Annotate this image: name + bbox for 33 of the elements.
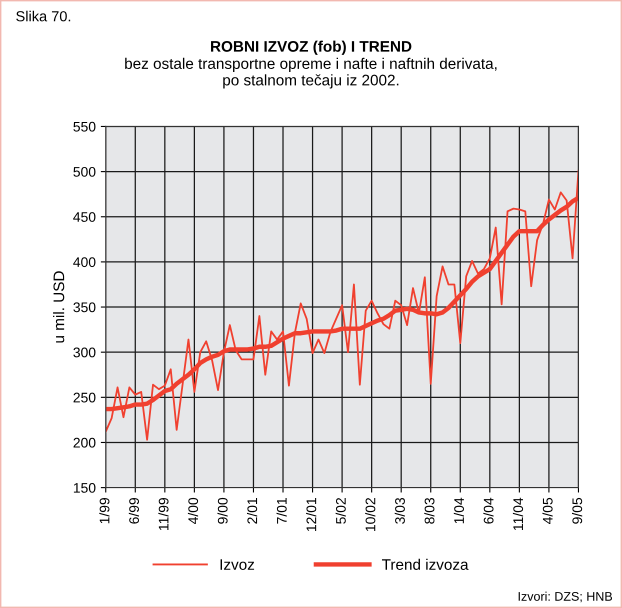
- chart-title: ROBNI IZVOZ (fob) I TREND: [211, 40, 412, 55]
- legend-label: Izvoz: [220, 559, 254, 570]
- text: Izvori: DZS; HNB: [518, 592, 612, 602]
- x-tick-label: 4/00: [188, 498, 198, 524]
- y-tick-label: 200: [74, 438, 96, 448]
- x-tick-label: 7/01: [276, 498, 287, 524]
- text: Slika 70.: [16, 10, 70, 22]
- x-tick-label: 11/04: [512, 498, 524, 530]
- x-tick-label: 11/99: [158, 498, 169, 530]
- x-tick-label: 8/03: [424, 498, 434, 524]
- y-tick-label: 300: [73, 348, 96, 358]
- x-tick-label: 10/02: [365, 498, 376, 532]
- x-tick-label: 6/04: [483, 498, 494, 524]
- y-tick-label: 500: [73, 166, 96, 177]
- y-tick-label: 350: [73, 302, 96, 312]
- x-tick-label: 12/01: [306, 498, 316, 532]
- chart-subtitle: bez ostale transportne opreme i nafte i naftnih derivata, po stalnom tečaju iz 2002.: [125, 58, 496, 89]
- x-tick-label: 2/01: [246, 498, 258, 524]
- x-tick-label: 4/05: [542, 498, 553, 524]
- legend-label: Trend izvoza: [382, 558, 469, 570]
- y-tick-label: 550: [73, 122, 96, 132]
- x-tick-label: 1/99: [99, 498, 110, 524]
- y-axis-title: u mil. USD: [53, 271, 64, 343]
- x-tick-label: 6/99: [128, 498, 140, 524]
- x-tick-label: 5/02: [336, 498, 346, 524]
- y-tick-label: 150: [74, 482, 96, 493]
- y-tick-label: 250: [74, 392, 96, 402]
- y-tick-label: 400: [73, 257, 96, 268]
- x-tick-label: 9/05: [572, 498, 582, 524]
- x-tick-label: 3/03: [394, 498, 405, 524]
- x-tick-label: 1/04: [454, 498, 464, 524]
- x-tick-label: 9/00: [217, 498, 228, 524]
- y-tick-label: 450: [73, 212, 96, 222]
